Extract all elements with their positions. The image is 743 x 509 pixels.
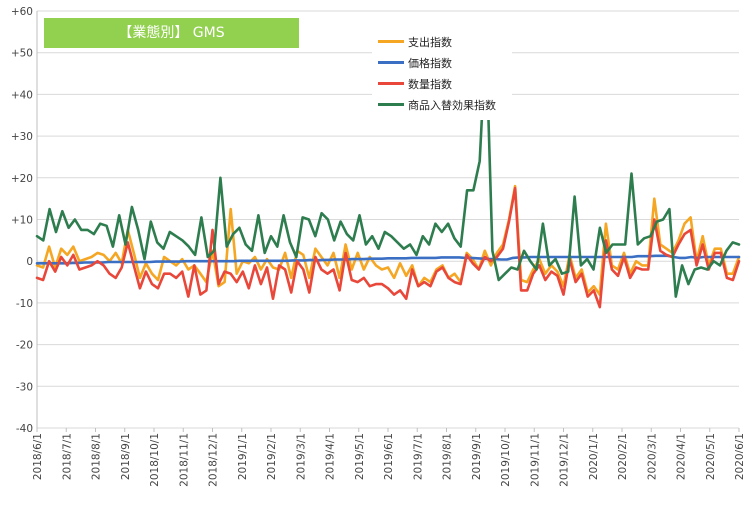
series-line-price (35, 254, 741, 265)
x-tick-label: 2019/8/1 (442, 433, 454, 480)
y-tick-label: +20 (11, 173, 33, 185)
x-tick-label: 2019/4/1 (325, 433, 337, 480)
y-tick-label: -40 (16, 423, 33, 435)
legend: 支出指数 価格指数 数量指数 商品入替効果指数 (372, 30, 512, 120)
y-tick-label: -30 (16, 381, 33, 393)
x-tick-label: 2018/6/1 (32, 433, 44, 480)
legend-swatch-spending (378, 40, 404, 43)
x-tick-label: 2020/6/1 (734, 433, 743, 480)
x-tick-label: 2019/3/1 (295, 433, 307, 480)
x-tick-label: 2020/5/1 (705, 433, 717, 480)
x-tick-label: 2019/9/1 (471, 433, 483, 480)
x-tick-label: 2019/11/1 (529, 433, 541, 487)
y-tick-label: -20 (16, 340, 33, 352)
y-axis-ticks: +60 +50 +40 +30 +20 +10 0 -10 -20 -30 -40 (11, 6, 33, 435)
y-tick-label: +30 (11, 131, 33, 143)
x-tick-label: 2018/9/1 (120, 433, 132, 480)
y-tick-label: +50 (11, 48, 33, 60)
x-tick-label: 2020/4/1 (676, 433, 688, 480)
y-tick-label: +10 (11, 215, 33, 227)
x-tick-label: 2019/1/1 (237, 433, 249, 480)
y-tick-label: -10 (16, 298, 33, 310)
legend-label-price: 価格指数 (408, 57, 452, 70)
legend-label-product-replacement: 商品入替効果指数 (408, 99, 496, 112)
series-line-spending (35, 184, 741, 296)
y-tick-label: +40 (11, 89, 33, 101)
x-tick-label: 2019/6/1 (383, 433, 395, 480)
legend-label-quantity: 数量指数 (408, 78, 452, 91)
x-tick-label: 2018/10/1 (149, 433, 161, 487)
legend-swatch-product-replacement (378, 103, 404, 106)
legend-label-spending: 支出指数 (408, 36, 452, 49)
x-tick-label: 2019/5/1 (354, 433, 366, 480)
x-tick-label: 2019/12/1 (559, 433, 571, 487)
x-tick-label: 2018/7/1 (61, 433, 73, 480)
legend-swatch-quantity (378, 82, 404, 85)
y-tick-label: 0 (26, 256, 33, 268)
x-axis-ticks: 2018/6/1 2018/7/1 2018/8/1 2018/9/1 2018/10/… (32, 428, 743, 487)
x-tick-label: 2018/11/1 (178, 433, 190, 487)
x-tick-label: 2018/8/1 (91, 433, 103, 480)
series-lines (35, 34, 741, 309)
x-tick-label: 2020/2/1 (617, 433, 629, 480)
x-tick-label: 2020/1/1 (588, 433, 600, 480)
x-tick-label: 2020/3/1 (646, 433, 658, 480)
chart-title: 【業態別】 GMS (44, 18, 299, 48)
x-tick-label: 2018/12/1 (208, 433, 220, 487)
x-tick-label: 2019/2/1 (266, 433, 278, 480)
y-tick-label: +60 (11, 6, 33, 18)
legend-swatch-price (378, 61, 404, 64)
x-tick-label: 2019/7/1 (412, 433, 424, 480)
x-tick-label: 2019/10/1 (500, 433, 512, 487)
series-line-quantity (35, 186, 741, 309)
series-line-product-replacement (35, 34, 741, 298)
